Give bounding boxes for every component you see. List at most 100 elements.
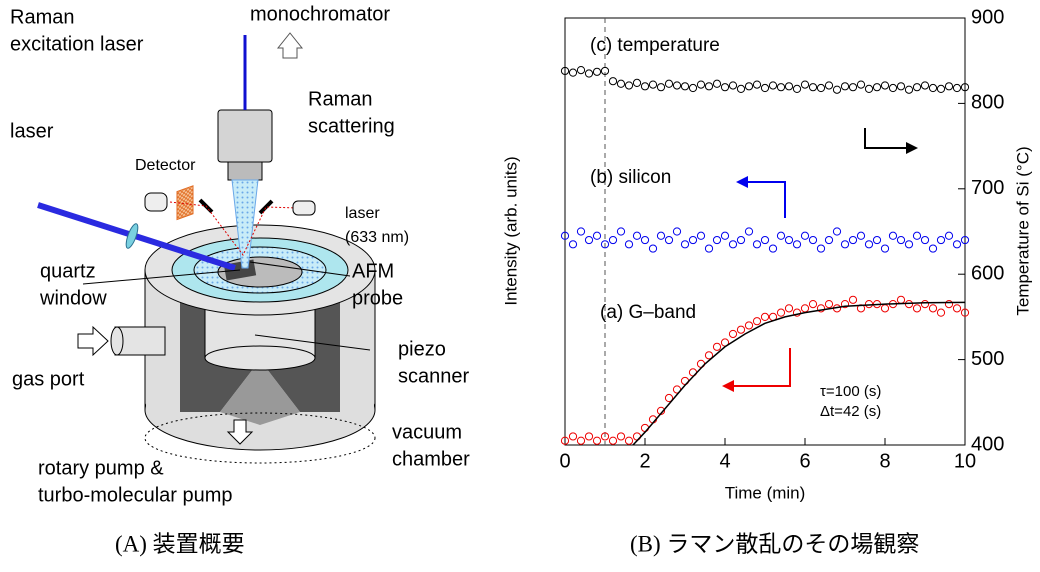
data-point [608, 436, 618, 445]
diagram-label: scattering [308, 115, 395, 137]
y2-tick-label: 600 [971, 262, 1004, 284]
data-point [816, 244, 826, 253]
data-point [688, 83, 698, 93]
data-point [640, 235, 650, 245]
diagram-label: quartz [40, 260, 96, 282]
data-point [840, 82, 850, 91]
data-point [568, 68, 578, 77]
x-axis-label: Time (min) [725, 483, 806, 502]
data-point [632, 231, 642, 240]
data-point [816, 83, 826, 93]
data-point [736, 84, 746, 93]
x-tick-label: 10 [954, 450, 976, 472]
data-point [952, 240, 962, 249]
data-point [776, 83, 786, 92]
arrow [728, 348, 791, 387]
data-point [936, 308, 946, 317]
diagram-label: piezo [398, 338, 446, 360]
data-point [928, 83, 938, 93]
data-point [872, 83, 882, 92]
data-point [616, 227, 626, 236]
y2-tick-label: 400 [971, 433, 1004, 455]
data-point [920, 81, 930, 90]
data-point [904, 240, 914, 249]
x-tick-label: 0 [559, 450, 570, 472]
data-point [864, 84, 874, 93]
data-point [648, 244, 658, 253]
data-point [952, 83, 962, 93]
data-point [776, 308, 786, 317]
data-point [760, 235, 770, 245]
data-point [864, 240, 874, 249]
data-point [712, 79, 722, 88]
data-point [792, 240, 802, 249]
data-point [616, 432, 626, 441]
data-point [760, 312, 770, 321]
caption: (A) 装置概要 [115, 531, 245, 556]
data-point [600, 240, 610, 249]
series-label: (a) G–band [600, 302, 696, 323]
diagram-label: laser [10, 120, 54, 142]
data-point [880, 244, 890, 253]
arrow [740, 181, 786, 218]
series-label: (b) silicon [590, 167, 671, 188]
data-point [616, 79, 626, 88]
diagram-label: gas port [12, 368, 85, 390]
data-point [888, 83, 898, 93]
diagram-label: window [39, 287, 107, 309]
data-point [568, 432, 578, 441]
data-point [704, 82, 714, 91]
data-point [824, 81, 834, 90]
data-point [736, 235, 746, 245]
diagram-label: Raman [10, 6, 74, 28]
data-point [584, 69, 594, 78]
data-point [728, 240, 738, 249]
data-point [560, 66, 570, 76]
data-point [784, 235, 794, 245]
data-point [752, 317, 762, 326]
data-point [624, 240, 634, 249]
data-point [608, 235, 618, 245]
apparatus-drawing [37, 32, 376, 464]
data-point [800, 231, 810, 240]
data-point [664, 79, 674, 88]
data-point [584, 235, 594, 245]
diagram-label: scanner [398, 365, 469, 387]
diagram-label: excitation laser [10, 33, 144, 55]
data-point [816, 304, 826, 313]
data-point [696, 80, 706, 89]
y2-tick-label: 700 [971, 177, 1004, 199]
data-point [680, 240, 690, 249]
data-point [944, 299, 954, 309]
arrow-head [736, 176, 748, 188]
x-tick-label: 8 [879, 450, 890, 472]
data-point [560, 436, 570, 445]
data-point [880, 304, 890, 313]
data-point [792, 308, 802, 317]
x-tick-label: 2 [639, 450, 650, 472]
data-point [880, 81, 890, 90]
caption: (B) ラマン散乱のその場観察 [630, 531, 919, 556]
arrow [864, 128, 910, 149]
arrow-head [722, 380, 734, 392]
data-point [664, 393, 674, 403]
data-point [912, 304, 922, 313]
data-point [704, 351, 714, 360]
data-point [640, 423, 650, 433]
data-point [952, 304, 962, 313]
data-point [920, 235, 930, 245]
data-point [792, 84, 802, 93]
y2-tick-label: 500 [971, 348, 1004, 370]
data-point [712, 235, 722, 245]
diagram-label: (633 nm) [345, 229, 409, 246]
x-tick-label: 4 [719, 450, 730, 472]
data-point [576, 65, 586, 75]
data-point [632, 78, 642, 88]
data-point [888, 231, 898, 240]
data-point [640, 82, 650, 91]
data-point [744, 227, 754, 236]
data-point [904, 85, 914, 94]
data-point [624, 436, 634, 445]
y2-axis-label: Temperature of Si (°C) [1013, 146, 1032, 315]
